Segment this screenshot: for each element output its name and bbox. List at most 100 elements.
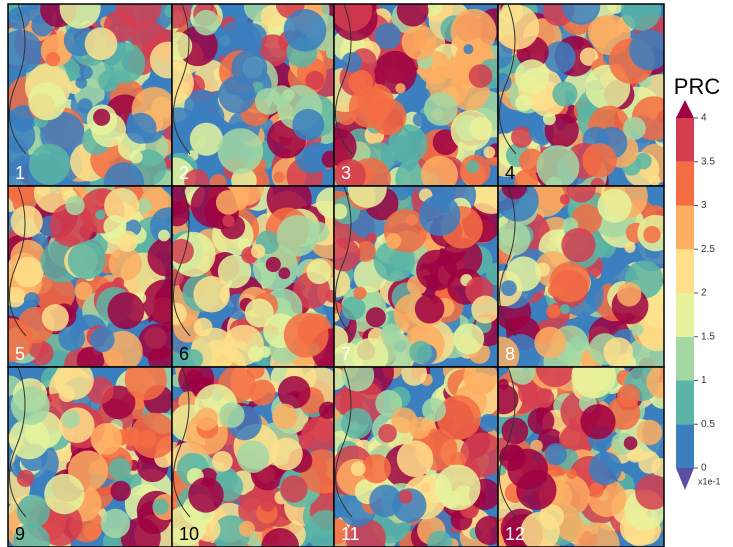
colorbar-segment: [676, 118, 694, 162]
precip-blob: [471, 295, 499, 323]
precip-blob: [467, 507, 478, 518]
colorbar-over: [676, 100, 694, 118]
precip-blob: [239, 521, 255, 537]
precip-blob: [75, 77, 87, 89]
precip-blob: [121, 427, 140, 446]
precip-blob: [366, 307, 386, 327]
precip-blob: [284, 9, 327, 52]
precip-blob: [342, 52, 362, 72]
precip-blob: [138, 324, 176, 362]
precip-blob: [389, 251, 410, 272]
precip-blob: [516, 470, 556, 510]
colorbar-tick-label: 4: [701, 113, 707, 124]
colorbar-segment: [676, 206, 694, 250]
precip-blob: [194, 10, 220, 36]
precip-blob: [62, 410, 80, 428]
precip-blob: [402, 25, 437, 60]
precip-blob: [101, 509, 130, 538]
precip-blob: [216, 190, 241, 215]
precip-blob: [646, 365, 679, 398]
precip-blob: [424, 92, 458, 126]
colorbar-tick-label: 3: [701, 200, 707, 211]
precip-blob: [534, 327, 566, 359]
panel-label: 8: [505, 344, 515, 364]
precip-blob: [536, 145, 579, 188]
map-panel: [0, 352, 186, 547]
colorbar-segment: [676, 162, 694, 206]
precip-blob: [567, 469, 577, 479]
colorbar-tick-label: 3.5: [701, 156, 715, 167]
precip-blob: [158, 230, 170, 242]
colorbar-segment: [676, 381, 694, 425]
precip-blob: [535, 388, 554, 407]
precip-blob: [308, 222, 329, 243]
precip-blob: [85, 27, 118, 60]
precip-blob: [218, 76, 255, 113]
precip-blob: [109, 458, 131, 480]
precip-blob: [354, 287, 367, 300]
precip-blob: [65, 196, 84, 215]
precip-blob: [107, 292, 144, 329]
precip-blob: [624, 436, 638, 450]
precip-blob: [218, 128, 264, 174]
precip-blob: [42, 304, 69, 331]
precip-blob: [603, 337, 633, 367]
precip-blob: [413, 112, 427, 126]
precip-blob: [284, 313, 329, 358]
precip-blob: [397, 440, 434, 477]
precip-blob: [251, 244, 265, 258]
precip-blob: [453, 323, 484, 354]
precip-blob: [24, 292, 40, 308]
precip-blob: [222, 215, 234, 227]
precip-blob: [643, 226, 660, 243]
precip-blob: [341, 408, 372, 439]
map-panel: [320, 349, 512, 547]
colorbar-segment: [676, 249, 694, 293]
precip-blob: [194, 318, 213, 337]
figure: 123456789101112 PRC 00.511.522.533.54x1e…: [0, 0, 733, 547]
precip-blob: [638, 451, 660, 473]
precip-blob: [126, 113, 157, 144]
precip-blob: [632, 324, 644, 336]
panel-label: 10: [179, 524, 199, 544]
precip-blob: [469, 64, 493, 88]
map-panel: [0, 170, 187, 383]
colorbar-tick-label: 2.5: [701, 244, 715, 255]
precip-blob: [46, 52, 60, 66]
panel-label: 6: [179, 344, 189, 364]
precip-blob: [270, 438, 303, 471]
precip-blob: [29, 144, 70, 185]
map-panel: [157, 356, 351, 547]
panel-grid: 123456789101112: [0, 0, 685, 547]
colorbar-tick-label: 0.5: [701, 419, 715, 430]
precip-blob: [90, 327, 115, 352]
precip-blob: [451, 110, 492, 151]
colorbar-segment: [676, 293, 694, 337]
precip-blob: [11, 386, 50, 425]
precip-blob: [349, 87, 390, 128]
precip-blob: [437, 395, 481, 439]
precip-blob: [550, 262, 590, 302]
panel-label: 11: [341, 524, 360, 544]
precip-blob: [617, 384, 640, 407]
precip-blob: [362, 454, 391, 483]
colorbar-tick-label: 1: [701, 375, 707, 386]
precip-blob: [351, 461, 366, 476]
panel-label: 1: [15, 163, 25, 183]
precip-blob: [466, 160, 479, 173]
precip-blob: [272, 404, 297, 429]
precip-blob: [280, 475, 307, 502]
map-panel: [0, 0, 190, 203]
precip-blob: [307, 259, 332, 284]
precip-blob: [483, 146, 495, 158]
precip-blob: [266, 257, 281, 272]
precip-blob: [109, 247, 142, 280]
colorbar-tick-label: 1.5: [701, 331, 715, 342]
precip-blob: [273, 171, 284, 182]
precip-blob: [546, 304, 560, 318]
precip-blob: [637, 420, 662, 445]
panel-label: 3: [341, 163, 351, 183]
precip-blob: [91, 423, 123, 455]
precip-blob: [93, 109, 110, 126]
precip-blob: [103, 215, 126, 238]
